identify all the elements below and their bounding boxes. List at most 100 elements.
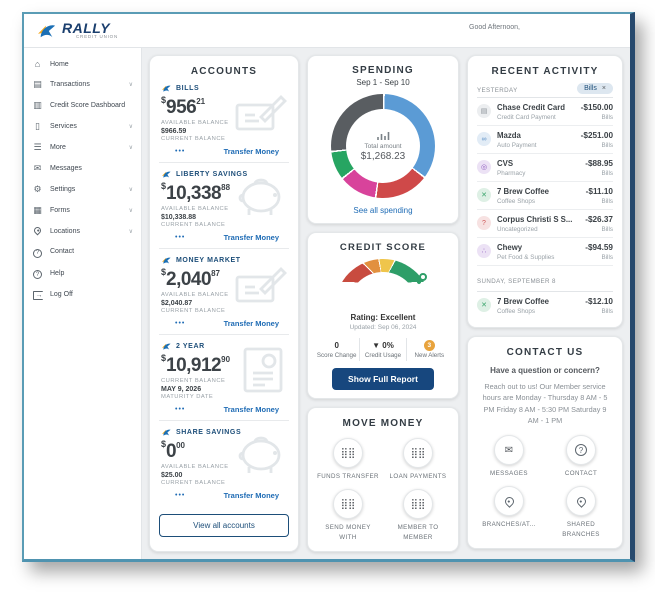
spending-date-range: Sep 1 - Sep 10 xyxy=(356,78,410,87)
chevron-down-icon: ∨ xyxy=(128,82,133,88)
account-name: SHARE SAVINGS xyxy=(176,429,242,436)
chevron-down-icon: ∨ xyxy=(128,145,133,151)
secondary-label: CURRENT BALANCE xyxy=(161,136,226,142)
spending-total: $1,268.23 xyxy=(360,151,406,162)
balance-label: AVAILABLE BALANCE xyxy=(161,464,229,470)
chevron-down-icon: ∨ xyxy=(128,187,133,193)
bills-filter-chip[interactable]: Bills × xyxy=(577,83,613,94)
rally-mini-logo-icon xyxy=(162,429,171,436)
grid-icon: ⣿⣿ xyxy=(333,438,363,469)
recent-activity-panel: RECENT ACTIVITY YESTERDAY Bills × ▤ Chas… xyxy=(467,55,623,328)
chart-icon xyxy=(376,132,389,140)
move-money-title: MOVE MONEY xyxy=(342,418,424,430)
rally-mini-logo-icon xyxy=(162,85,171,92)
location-pin-icon xyxy=(494,486,524,517)
show-full-report-button[interactable]: Show Full Report xyxy=(332,368,434,390)
member-to-member-button[interactable]: ⣿⣿ MEMBER TO MEMBER xyxy=(387,489,449,542)
account-item-2-year[interactable]: 2 YEAR $10,91290 CURRENT BALANCE MAY 9, … xyxy=(159,335,289,421)
transaction-row[interactable]: ∞ Mazda Auto Payment -$251.00 Bills xyxy=(477,126,613,154)
rally-logo[interactable]: RALLY CREDIT UNION xyxy=(24,21,118,40)
account-item-bills[interactable]: BILLS $95621 AVAILABLE BALANCE $966.59 C… xyxy=(159,77,289,163)
score-change-stat: 0 Score Change xyxy=(316,340,357,360)
piggy-bank-icon xyxy=(235,433,287,482)
sidebar-item-transactions[interactable]: ▤ Transactions ∨ xyxy=(33,79,133,89)
home-icon: ⌂ xyxy=(34,59,41,69)
sidebar-item-services[interactable]: ▯ Services ∨ xyxy=(24,116,141,137)
sidebar-item-credit-score-dashboard[interactable]: ▥ Credit Score Dashboard xyxy=(33,100,126,110)
sidebar-item-more[interactable]: ☰ More ∨ xyxy=(33,142,133,152)
sidebar-item-settings[interactable]: ⚙ Settings ∨ xyxy=(33,184,133,194)
account-balance: $10,91290 xyxy=(161,353,231,376)
account-balance: $2,04087 xyxy=(161,267,220,290)
alert-count-badge: 3 xyxy=(423,339,435,351)
sidebar-item-locations[interactable]: Locations ∨ xyxy=(24,221,141,241)
move-money-panel: MOVE MONEY ⣿⣿ FUNDS TRANSFER ⣿⣿ LOAN PAY… xyxy=(307,407,459,552)
secondary-label: MATURITY DATE xyxy=(161,394,214,400)
secondary-label: CURRENT BALANCE xyxy=(161,222,226,228)
sidebar-item-log-off[interactable]: → Log Off xyxy=(24,284,141,305)
spending-title: SPENDING xyxy=(352,65,414,76)
brand-tagline: CREDIT UNION xyxy=(76,34,119,40)
balance-label: AVAILABLE BALANCE xyxy=(161,206,229,212)
account-more-button[interactable]: ••• xyxy=(175,492,186,499)
chip-close-icon[interactable]: × xyxy=(601,85,606,92)
transaction-row[interactable]: ✕ 7 Brew Coffee Coffee Shops -$12.10 Bills xyxy=(477,292,613,319)
balance-label: AVAILABLE BALANCE xyxy=(161,120,229,126)
transfer-money-link[interactable]: Transfer Money xyxy=(223,147,279,156)
settings-gear-icon: ⚙ xyxy=(33,184,42,194)
transaction-row[interactable]: ∴ Chewy Pet Food & Supplies -$94.59 Bills xyxy=(477,238,613,266)
sidebar-item-contact[interactable]: ? Contact xyxy=(24,241,141,263)
account-name: MONEY MARKET xyxy=(176,257,241,264)
account-item-money-market[interactable]: MONEY MARKET $2,04087 AVAILABLE BALANCE … xyxy=(159,249,289,335)
transaction-row[interactable]: ◎ CVS Pharmacy -$88.95 Bills xyxy=(477,154,613,182)
sidebar-item-home[interactable]: ⌂ Home xyxy=(24,54,141,74)
account-more-button[interactable]: ••• xyxy=(175,234,186,241)
transfer-money-link[interactable]: Transfer Money xyxy=(223,319,279,328)
shared-branches-button[interactable]: SHARED BRANCHES xyxy=(550,486,612,539)
account-more-button[interactable]: ••• xyxy=(175,320,186,327)
send-money-with-button[interactable]: ⣿⣿ SEND MONEY WITH xyxy=(317,489,379,542)
loan-payments-button[interactable]: ⣿⣿ LOAN PAYMENTS xyxy=(387,438,449,481)
spending-donut-chart[interactable]: Total amount $1,268.23 xyxy=(331,94,435,198)
transfer-money-link[interactable]: Transfer Money xyxy=(223,491,279,500)
maturity-date: MAY 9, 2026 xyxy=(161,386,202,393)
see-all-spending-link[interactable]: See all spending xyxy=(353,206,413,215)
transfer-money-link[interactable]: Transfer Money xyxy=(223,405,279,414)
account-more-button[interactable]: ••• xyxy=(175,406,186,413)
transaction-row[interactable]: ▤ Chase Credit Card Credit Card Payment -… xyxy=(477,98,613,126)
accounts-title: ACCOUNTS xyxy=(190,66,258,77)
accounts-panel: ACCOUNTS BILLS $95621 AVAILABLE BALANCE … xyxy=(149,55,299,552)
sidebar-item-help[interactable]: ? Help xyxy=(24,263,141,285)
view-all-accounts-button[interactable]: View all accounts xyxy=(159,514,289,537)
contact-button[interactable]: ? CONTACT xyxy=(550,435,612,478)
credit-updated: Updated: Sep 06, 2024 xyxy=(349,324,417,331)
messages-button[interactable]: ✉ MESSAGES xyxy=(478,435,540,478)
contact-question-icon: ? xyxy=(32,246,43,258)
transaction-row[interactable]: ✕ 7 Brew Coffee Coffee Shops -$11.10 Bills xyxy=(477,182,613,210)
gauge-pointer-icon xyxy=(419,273,427,281)
group-date-yesterday: YESTERDAY xyxy=(477,87,518,94)
transfer-money-link[interactable]: Transfer Money xyxy=(223,233,279,242)
account-name: 2 YEAR xyxy=(176,343,205,350)
secondary-balance: $2,040.87 xyxy=(161,300,193,307)
funds-transfer-button[interactable]: ⣿⣿ FUNDS TRANSFER xyxy=(317,438,379,481)
messages-icon: ✉ xyxy=(33,163,42,173)
sidebar-item-messages[interactable]: ✉ Messages xyxy=(33,163,82,173)
sidebar: ⌂ Home ▤ Transactions ∨ ▥ Credit Score D… xyxy=(24,48,142,559)
certificate-icon xyxy=(239,347,287,398)
account-more-button[interactable]: ••• xyxy=(175,148,186,155)
sidebar-item-forms[interactable]: ▦ Forms ∨ xyxy=(33,205,133,215)
location-pin-icon xyxy=(566,486,596,517)
car-icon: ∞ xyxy=(477,132,491,146)
grid-icon: ⣿⣿ xyxy=(403,438,433,469)
credit-rating: Rating: Excellent xyxy=(350,313,416,322)
account-item-share-savings[interactable]: SHARE SAVINGS $000 AVAILABLE BALANCE $25… xyxy=(159,421,289,506)
branches-atms-button[interactable]: BRANCHES/AT... xyxy=(478,486,540,539)
brand-name: RALLY xyxy=(62,20,111,37)
recent-activity-title: RECENT ACTIVITY xyxy=(491,66,599,77)
transaction-row[interactable]: ? Corpus Christi S S... Uncategorized -$2… xyxy=(477,210,613,238)
credit-score-title: CREDIT SCORE xyxy=(339,242,427,253)
question-icon: ? xyxy=(477,216,491,230)
new-alerts-stat[interactable]: 3 New Alerts xyxy=(405,338,452,361)
account-item-liberty-savings[interactable]: LIBERTY SAVINGS $10,33888 AVAILABLE BALA… xyxy=(159,163,289,249)
